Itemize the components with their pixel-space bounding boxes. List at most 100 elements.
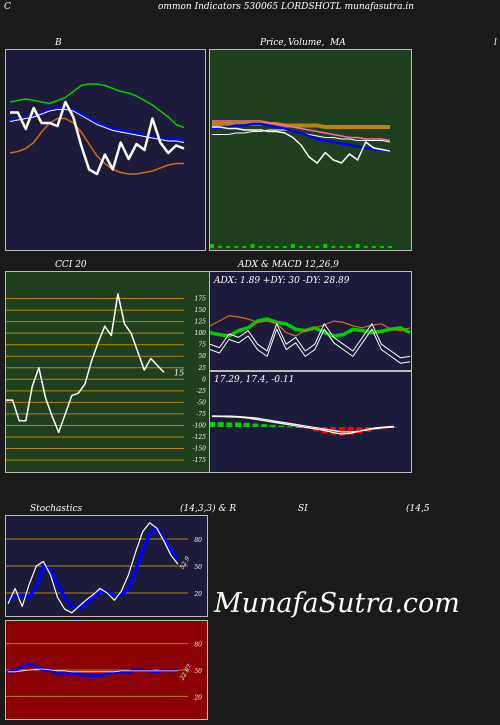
rsi-title: SI xyxy=(298,504,308,514)
volume-bar xyxy=(307,246,312,248)
rsi-tick-label: 50 xyxy=(194,668,202,675)
adx-plus_di-line xyxy=(210,317,411,338)
rsi-last-value: 22.07 xyxy=(178,663,193,682)
bb-middle2-line xyxy=(9,109,185,143)
cci-tick-label: -25 xyxy=(196,388,206,395)
volume-bar xyxy=(371,246,376,248)
cci-tick-label: 150 xyxy=(195,307,207,314)
volume-bar xyxy=(315,246,320,248)
rsi-panel: 80 50 20 22.07 xyxy=(5,620,208,720)
cci-tick-label: -175 xyxy=(193,457,207,464)
cci-tick-label: -125 xyxy=(193,434,207,441)
rsi-tick-label: 20 xyxy=(193,694,202,701)
cci-chart: 175 150 125 100 75 50 25 0 -25 -50 -75 -100 -125 -150… xyxy=(6,293,207,464)
adx-adx-line xyxy=(210,328,411,364)
cci-tick-label: 75 xyxy=(198,342,206,349)
macd-chart xyxy=(210,415,397,436)
stochastics-panel: 80 50 20 52.9 xyxy=(5,515,208,617)
cci-tick-label: 25 xyxy=(197,365,206,372)
adx-chart xyxy=(210,314,411,364)
watermark: MunafaSutra.com xyxy=(214,588,460,619)
cci-tick-label: -75 xyxy=(196,411,206,418)
macd-histogram-bar xyxy=(243,422,250,427)
price-ma3-line xyxy=(212,120,391,142)
cci-tick-label: -50 xyxy=(196,399,206,406)
adx-title: ADX & MACD 12,26,9 xyxy=(238,260,339,270)
bb-lower-line xyxy=(9,117,184,175)
stoch-k-line xyxy=(7,522,179,614)
volume-bar xyxy=(379,246,384,248)
volume-bar xyxy=(323,244,328,248)
macd-histogram-bar xyxy=(278,425,285,427)
macd-panel: 17.29, 17.4, -0.11 xyxy=(209,371,412,473)
stoch-last-value: 52.9 xyxy=(179,555,192,570)
stochastics-params: (14,3,3) & R xyxy=(180,504,237,514)
cci-panel: 175 150 125 100 75 50 25 0 -25 -50 -75 -100 -125 -150… xyxy=(5,271,212,473)
cci-tick-label: -150 xyxy=(193,446,207,453)
volume-bar xyxy=(347,246,352,248)
volume-bar xyxy=(218,246,223,248)
rsi-chart: 80 50 20 22.07 xyxy=(6,642,202,701)
macd-histogram-bar xyxy=(287,426,293,428)
header-title: ommon Indicators 530065 LORDSHOTL munafa… xyxy=(158,2,414,12)
macd-histogram-bar xyxy=(210,422,215,427)
volume-bar xyxy=(250,244,255,248)
adx-readout: ADX: 1.89 +DY: 30 -DY: 28.89 xyxy=(214,276,350,286)
macd-histogram-bar xyxy=(252,423,259,427)
volume-bar xyxy=(339,246,344,248)
cci-tick-label: -100 xyxy=(193,422,207,429)
macd-histogram-bar xyxy=(217,422,224,427)
cci-line xyxy=(6,293,165,434)
macd-histogram-bar xyxy=(339,427,345,436)
stochastics-title: Stochastics xyxy=(30,504,83,514)
adx-adx-shadow-line xyxy=(210,323,411,359)
macd-histogram-bar xyxy=(269,424,276,427)
stoch-tick-label: 20 xyxy=(193,591,202,598)
volume-title: Volume, xyxy=(288,38,325,48)
volume-bar xyxy=(226,246,231,248)
ma-title: MA xyxy=(330,38,346,48)
chart-header: C ommon Indicators 530065 LORDSHOTL muna… xyxy=(0,2,500,16)
adx-minus_di-line xyxy=(210,314,411,337)
cci-tick-label: 0 xyxy=(202,376,206,383)
macd-readout: 17.29, 17.4, -0.11 xyxy=(214,375,295,385)
macd-histogram-bar xyxy=(356,427,363,434)
volume-bar xyxy=(290,244,295,248)
volume-bar xyxy=(266,246,271,248)
macd-histogram-bar xyxy=(226,422,233,427)
macd-histogram-bar xyxy=(295,427,302,428)
macd-histogram-bar xyxy=(261,424,267,427)
cci-tick-label: 50 xyxy=(198,353,206,360)
volume-bar xyxy=(388,246,392,248)
macd-signal-line xyxy=(211,415,395,433)
cci-title: CCI 20 xyxy=(55,260,87,270)
rsi-params: (14,5 xyxy=(406,504,430,514)
bollinger-panel xyxy=(5,49,206,251)
volume-bar xyxy=(242,246,247,248)
price-volume-chart xyxy=(210,120,392,248)
macd-histogram-bar xyxy=(347,427,354,435)
bollinger-chart xyxy=(9,83,185,176)
price-title: Price, xyxy=(260,38,287,48)
stoch-d-line xyxy=(7,526,180,611)
volume-bar xyxy=(299,246,303,248)
stochastics-chart: 80 50 20 52.9 xyxy=(6,522,202,614)
price-price-line xyxy=(212,126,391,164)
cci-last-value: 15 xyxy=(174,368,184,377)
cci-tick-label: 100 xyxy=(195,330,207,337)
price-ma1-line xyxy=(211,122,391,153)
macd-histogram-bar xyxy=(235,422,241,427)
bb-middle-line xyxy=(9,106,185,143)
bb-price-line xyxy=(10,100,185,176)
rsi-mid-line xyxy=(8,668,178,673)
adx-panel: ADX: 1.89 +DY: 30 -DY: 28.89 xyxy=(209,271,412,371)
edge-label: l xyxy=(494,38,497,48)
stoch-tick-label: 80 xyxy=(194,537,202,544)
bb-upper-line xyxy=(9,83,185,129)
volume-bar xyxy=(234,246,239,248)
volume-bar xyxy=(210,244,214,248)
cci-tick-label: 125 xyxy=(195,319,207,326)
header-left-letter: C xyxy=(4,2,11,12)
volume-bar xyxy=(258,246,263,248)
volume-bar xyxy=(355,244,360,248)
